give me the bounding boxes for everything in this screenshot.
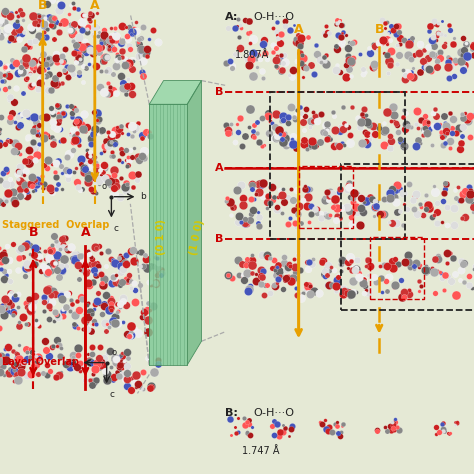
Bar [341, 164, 474, 310]
Text: O-H···O: O-H···O [254, 12, 294, 22]
Text: o: o [111, 348, 117, 357]
Text: B: B [374, 23, 384, 36]
Text: 1.807Å: 1.807Å [235, 50, 269, 60]
Text: (0 1 0): (0 1 0) [156, 219, 166, 255]
Text: b: b [140, 192, 146, 201]
Text: B: B [38, 0, 47, 12]
Bar [299, 166, 353, 228]
Text: a: a [70, 358, 76, 367]
Text: c: c [109, 390, 114, 399]
Text: A: A [90, 0, 100, 12]
Bar [270, 92, 405, 239]
Text: Layer Overlap: Layer Overlap [2, 357, 79, 367]
Text: B: B [28, 227, 38, 239]
Text: B:: B: [225, 408, 238, 418]
Text: A: A [81, 227, 90, 239]
Text: (1 0 0): (1 0 0) [189, 219, 206, 255]
Text: 1.747 Å: 1.747 Å [242, 446, 279, 456]
Text: O-H···O: O-H···O [254, 408, 294, 418]
Text: A: A [294, 23, 303, 36]
Bar [370, 237, 424, 299]
Text: Staggered  Overlap: Staggered Overlap [2, 220, 110, 230]
Polygon shape [149, 104, 187, 365]
Text: A:: A: [225, 12, 238, 22]
Text: B: B [215, 234, 224, 245]
Polygon shape [187, 81, 201, 365]
Text: B: B [215, 87, 224, 98]
Polygon shape [149, 81, 201, 104]
Text: A: A [215, 163, 224, 173]
Text: c: c [114, 224, 119, 233]
Text: o: o [101, 182, 107, 191]
